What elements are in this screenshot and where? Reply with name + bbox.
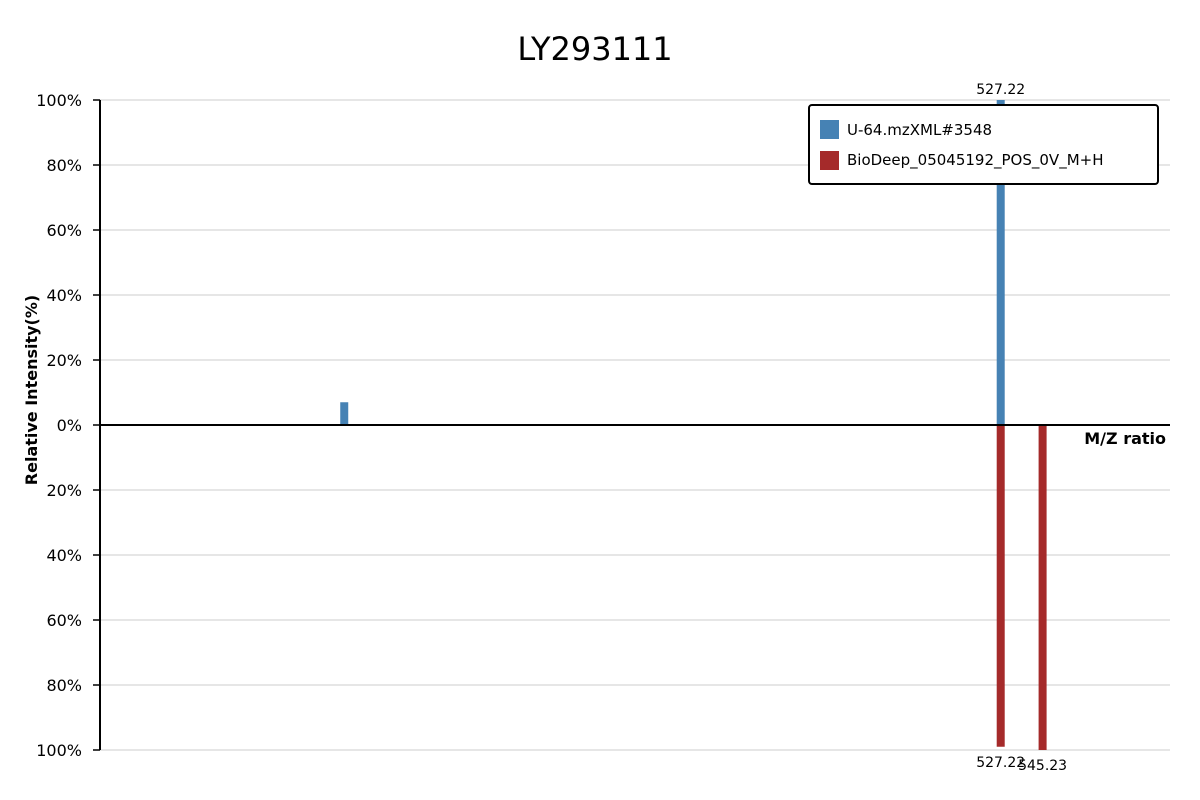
peak-bar xyxy=(996,425,1005,747)
x-axis-label: M/Z ratio xyxy=(1084,429,1166,448)
chart-title: LY293111 xyxy=(517,30,672,68)
peak-bars xyxy=(340,100,1047,750)
legend-entry-1: BioDeep_05045192_POS_0V_M+H xyxy=(847,151,1103,170)
peak-label: 527.22 xyxy=(976,82,1025,98)
peak-bar xyxy=(1038,425,1047,750)
legend-swatch-1 xyxy=(820,151,839,170)
y-tick-label: 40% xyxy=(46,286,82,305)
y-tick-label: 0% xyxy=(57,416,82,435)
y-tick-label: 100% xyxy=(36,91,82,110)
legend: U-64.mzXML#3548 BioDeep_05045192_POS_0V_… xyxy=(808,104,1159,185)
y-tick-label: 100% xyxy=(36,741,82,760)
y-axis-ticks: 100% 80% 60% 40% 20% 0% 20% 40% 60% 80% 100% xyxy=(36,91,100,760)
y-tick-label: 60% xyxy=(46,221,82,240)
y-tick-label: 60% xyxy=(46,611,82,630)
y-tick-label: 80% xyxy=(46,156,82,175)
legend-entry-0: U-64.mzXML#3548 xyxy=(847,121,992,139)
peak-label: 545.23 xyxy=(1018,758,1067,774)
peak-bar xyxy=(996,100,1005,425)
peak-bar xyxy=(340,402,349,425)
y-tick-label: 20% xyxy=(46,351,82,370)
legend-box xyxy=(808,104,1159,185)
y-tick-label: 80% xyxy=(46,676,82,695)
y-axis-label: Relative Intensity(%) xyxy=(22,295,41,485)
peak-label: 527.22 xyxy=(976,755,1025,771)
legend-swatch-0 xyxy=(820,120,839,139)
y-tick-label: 40% xyxy=(46,546,82,565)
y-tick-label: 20% xyxy=(46,481,82,500)
gridlines xyxy=(100,99,1170,751)
